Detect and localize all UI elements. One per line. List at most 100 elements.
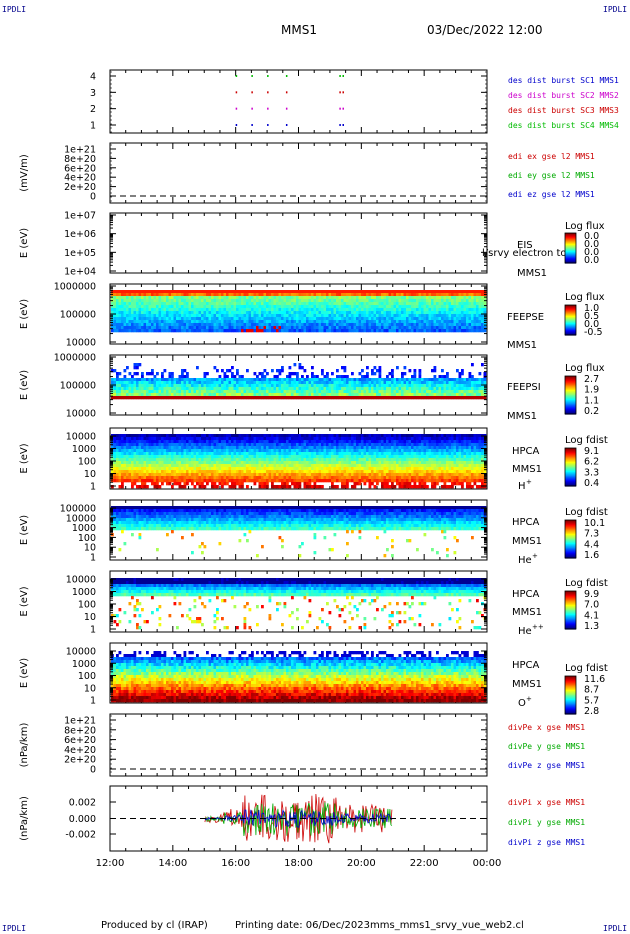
spectrogram-cell bbox=[263, 378, 267, 382]
spectrogram-cell bbox=[406, 323, 409, 327]
spectrogram-cell bbox=[131, 485, 134, 489]
spectrogram-cell bbox=[313, 293, 317, 297]
spectrogram-cell bbox=[438, 293, 442, 297]
spectrogram-cell bbox=[186, 434, 189, 438]
spectrogram-cell bbox=[291, 299, 294, 303]
spectrogram-cell bbox=[186, 387, 189, 391]
spectrogram-cell bbox=[253, 317, 257, 321]
spectrogram-cell bbox=[478, 390, 482, 394]
spectrogram-cell bbox=[213, 485, 217, 489]
spectrogram-cell bbox=[461, 305, 464, 309]
spectrogram-cell bbox=[218, 464, 222, 468]
spectrogram-cell bbox=[161, 467, 164, 471]
spectrogram-cell bbox=[321, 378, 324, 382]
spectrogram-cell bbox=[471, 314, 474, 318]
spectrogram-cell bbox=[433, 384, 437, 388]
spectrogram-cell bbox=[451, 387, 454, 391]
spectrogram-cell bbox=[141, 372, 144, 376]
spectrogram-cell bbox=[163, 305, 167, 309]
spectrogram-cell bbox=[361, 311, 364, 315]
spectrogram-cell bbox=[221, 302, 224, 306]
spectrogram-cell bbox=[141, 473, 144, 477]
spectrogram-cell bbox=[451, 314, 454, 318]
spectrogram-cell bbox=[441, 296, 444, 300]
spectrogram-cell bbox=[426, 390, 429, 394]
spectrogram-cell bbox=[438, 290, 442, 294]
spectrogram-cell bbox=[376, 317, 379, 321]
spectrogram-cell bbox=[223, 290, 227, 294]
spectrogram-cell bbox=[356, 320, 359, 324]
spectrogram-cell bbox=[483, 290, 487, 294]
spectrogram-cell bbox=[481, 381, 484, 385]
spectrogram-cell bbox=[178, 390, 182, 394]
spectrogram-cell bbox=[141, 299, 144, 303]
spectrogram-cell bbox=[223, 323, 227, 327]
spectrogram-cell bbox=[166, 296, 169, 300]
spectrogram-cell bbox=[111, 378, 114, 382]
legend-1: edi ex gse l2 MMS1 bbox=[508, 152, 595, 161]
spectrogram-cell bbox=[423, 390, 427, 394]
spectrogram-cell bbox=[333, 305, 337, 309]
spectrogram-cell bbox=[171, 470, 174, 474]
spectrogram-cell bbox=[258, 372, 262, 376]
spectrogram-cell bbox=[321, 329, 324, 333]
spectrogram-cell bbox=[228, 293, 232, 297]
spectrogram-cell bbox=[113, 446, 117, 450]
spectrogram-cell bbox=[183, 329, 187, 333]
spectrogram-cell bbox=[433, 329, 437, 333]
spectrogram-cell bbox=[223, 473, 227, 477]
spectrogram-cell bbox=[341, 317, 344, 321]
spectrogram-cell bbox=[138, 302, 142, 306]
spectrogram-cell bbox=[408, 290, 412, 294]
spectrogram-cell bbox=[438, 323, 442, 327]
spectrogram-cell bbox=[211, 311, 214, 315]
spectrogram-cell bbox=[291, 320, 294, 324]
spectrogram-cell bbox=[161, 446, 164, 450]
spectrogram-cell bbox=[426, 378, 429, 382]
spectrogram-cell bbox=[473, 381, 477, 385]
spectrogram-cell bbox=[481, 296, 484, 300]
spectrogram-cell bbox=[176, 326, 179, 330]
spectrogram-cell bbox=[328, 381, 332, 385]
spectrogram-cell bbox=[351, 308, 354, 312]
spectrogram-cell bbox=[116, 446, 119, 450]
spectrogram-cell bbox=[208, 299, 212, 303]
spectrogram-cell bbox=[403, 302, 407, 306]
spectrogram-cell bbox=[283, 308, 287, 312]
spectrogram-cell bbox=[136, 317, 139, 321]
spectrogram-cell bbox=[303, 329, 307, 333]
spectrogram-cell bbox=[433, 378, 437, 382]
spectrogram-cell bbox=[216, 314, 219, 318]
spectrogram-cell bbox=[226, 308, 229, 312]
spectrogram-cell bbox=[208, 473, 212, 477]
spectrogram-cell bbox=[221, 396, 224, 400]
spectrogram-cell bbox=[476, 308, 479, 312]
spectrogram-cell bbox=[133, 293, 137, 297]
spectrogram-cell bbox=[153, 461, 157, 465]
spectrogram-cell bbox=[163, 458, 167, 462]
spectrogram-cell bbox=[348, 302, 352, 306]
spectrogram-cell bbox=[233, 482, 237, 486]
spectrogram-cell bbox=[366, 375, 369, 379]
spectrogram-cell bbox=[336, 293, 339, 297]
spectrogram-cell bbox=[441, 290, 444, 294]
spectrogram-cell bbox=[216, 467, 219, 471]
spectrogram-cell bbox=[318, 290, 322, 294]
spectrogram-cell bbox=[198, 449, 202, 453]
spectrogram-cell bbox=[201, 482, 204, 486]
spectrogram-cell bbox=[208, 479, 212, 483]
spectrogram-cell bbox=[281, 369, 284, 373]
spectrogram-cell bbox=[471, 299, 474, 303]
spectrogram-cell bbox=[183, 479, 187, 483]
spectrogram-cell bbox=[441, 293, 444, 297]
spectrogram-cell bbox=[211, 299, 214, 303]
spectrogram-cell bbox=[231, 381, 234, 385]
spectrogram-cell bbox=[138, 437, 142, 441]
spectrogram-cell bbox=[148, 381, 152, 385]
spectrogram-cell bbox=[206, 434, 209, 438]
spectrogram-cell bbox=[213, 443, 217, 447]
spectrogram-cell bbox=[458, 293, 462, 297]
spectrogram-cell bbox=[233, 317, 237, 321]
spectrogram-cell bbox=[358, 317, 362, 321]
